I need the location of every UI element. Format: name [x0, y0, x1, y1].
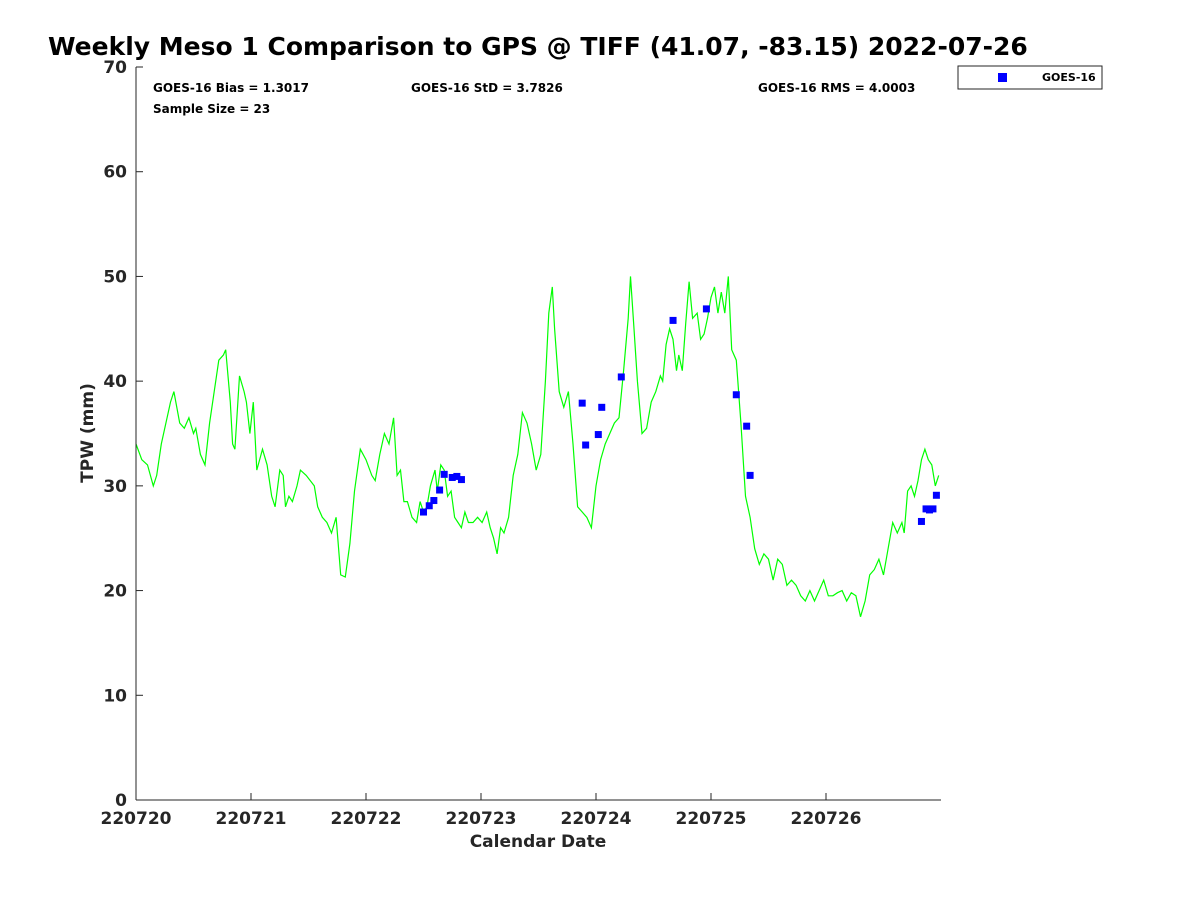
sample-size-stat: Sample Size = 23: [153, 102, 270, 116]
goes16-point: [425, 502, 433, 510]
y-tick-label: 40: [103, 372, 127, 392]
goes16-point: [430, 497, 438, 505]
y-tick-label: 60: [103, 163, 127, 183]
x-tick-label: 220724: [561, 809, 632, 829]
goes16-point: [669, 316, 677, 324]
std-stat: GOES-16 StD = 3.7826: [411, 81, 563, 95]
legend: GOES-16: [957, 65, 1103, 90]
y-tick-label: 30: [103, 477, 127, 497]
goes16-point: [732, 391, 740, 399]
y-tick-label: 0: [115, 791, 127, 811]
x-tick-label: 220721: [216, 809, 287, 829]
x-axis-label: Calendar Date: [470, 832, 607, 852]
goes16-point: [594, 431, 602, 439]
goes16-point: [929, 505, 937, 513]
x-tick-label: 220723: [446, 809, 517, 829]
goes16-point: [617, 373, 625, 381]
x-tick-label: 220725: [676, 809, 747, 829]
goes16-point: [582, 441, 590, 449]
gps-series-group: [135, 276, 940, 617]
y-axis-label: TPW (mm): [78, 383, 98, 483]
goes16-point: [743, 422, 751, 430]
chart-title: Weekly Meso 1 Comparison to GPS @ TIFF (…: [48, 32, 1028, 61]
y-tick-label: 10: [103, 686, 127, 706]
goes16-point: [453, 472, 461, 480]
plot-area: 0 10 20 30 40 50 60 70 220720 220721 220722 220723…: [101, 58, 941, 829]
legend-box: [957, 65, 1103, 90]
goes-series-group: [420, 305, 940, 525]
goes16-point: [457, 476, 465, 484]
goes16-point: [746, 471, 754, 479]
rms-stat: GOES-16 RMS = 4.0003: [758, 81, 915, 95]
y-tick-label: 20: [103, 582, 127, 602]
bias-stat: GOES-16 Bias = 1.3017: [153, 81, 309, 95]
goes16-point: [440, 470, 448, 478]
y-tick-label: 70: [103, 58, 127, 78]
y-axis-ticks: 0 10 20 30 40 50 60 70: [103, 58, 143, 811]
goes16-point: [932, 491, 940, 499]
legend-marker-goes16: [998, 73, 1007, 82]
x-tick-label: 220726: [791, 809, 862, 829]
x-tick-label: 220722: [331, 809, 402, 829]
goes16-point: [917, 517, 925, 525]
gps-tpw-line: [135, 276, 940, 617]
goes16-point: [598, 403, 606, 411]
goes16-point: [448, 473, 456, 481]
plot-frame: [136, 67, 941, 800]
x-tick-label: 220720: [101, 809, 172, 829]
goes16-point: [702, 305, 710, 313]
y-tick-label: 50: [103, 267, 127, 287]
goes16-point: [420, 508, 427, 516]
goes16-point: [578, 399, 586, 407]
goes16-point: [436, 486, 444, 494]
legend-label-goes16: GOES-16: [1042, 71, 1096, 84]
x-axis-ticks: 220720 220721 220722 220723 220724 220725 2207…: [101, 793, 862, 829]
